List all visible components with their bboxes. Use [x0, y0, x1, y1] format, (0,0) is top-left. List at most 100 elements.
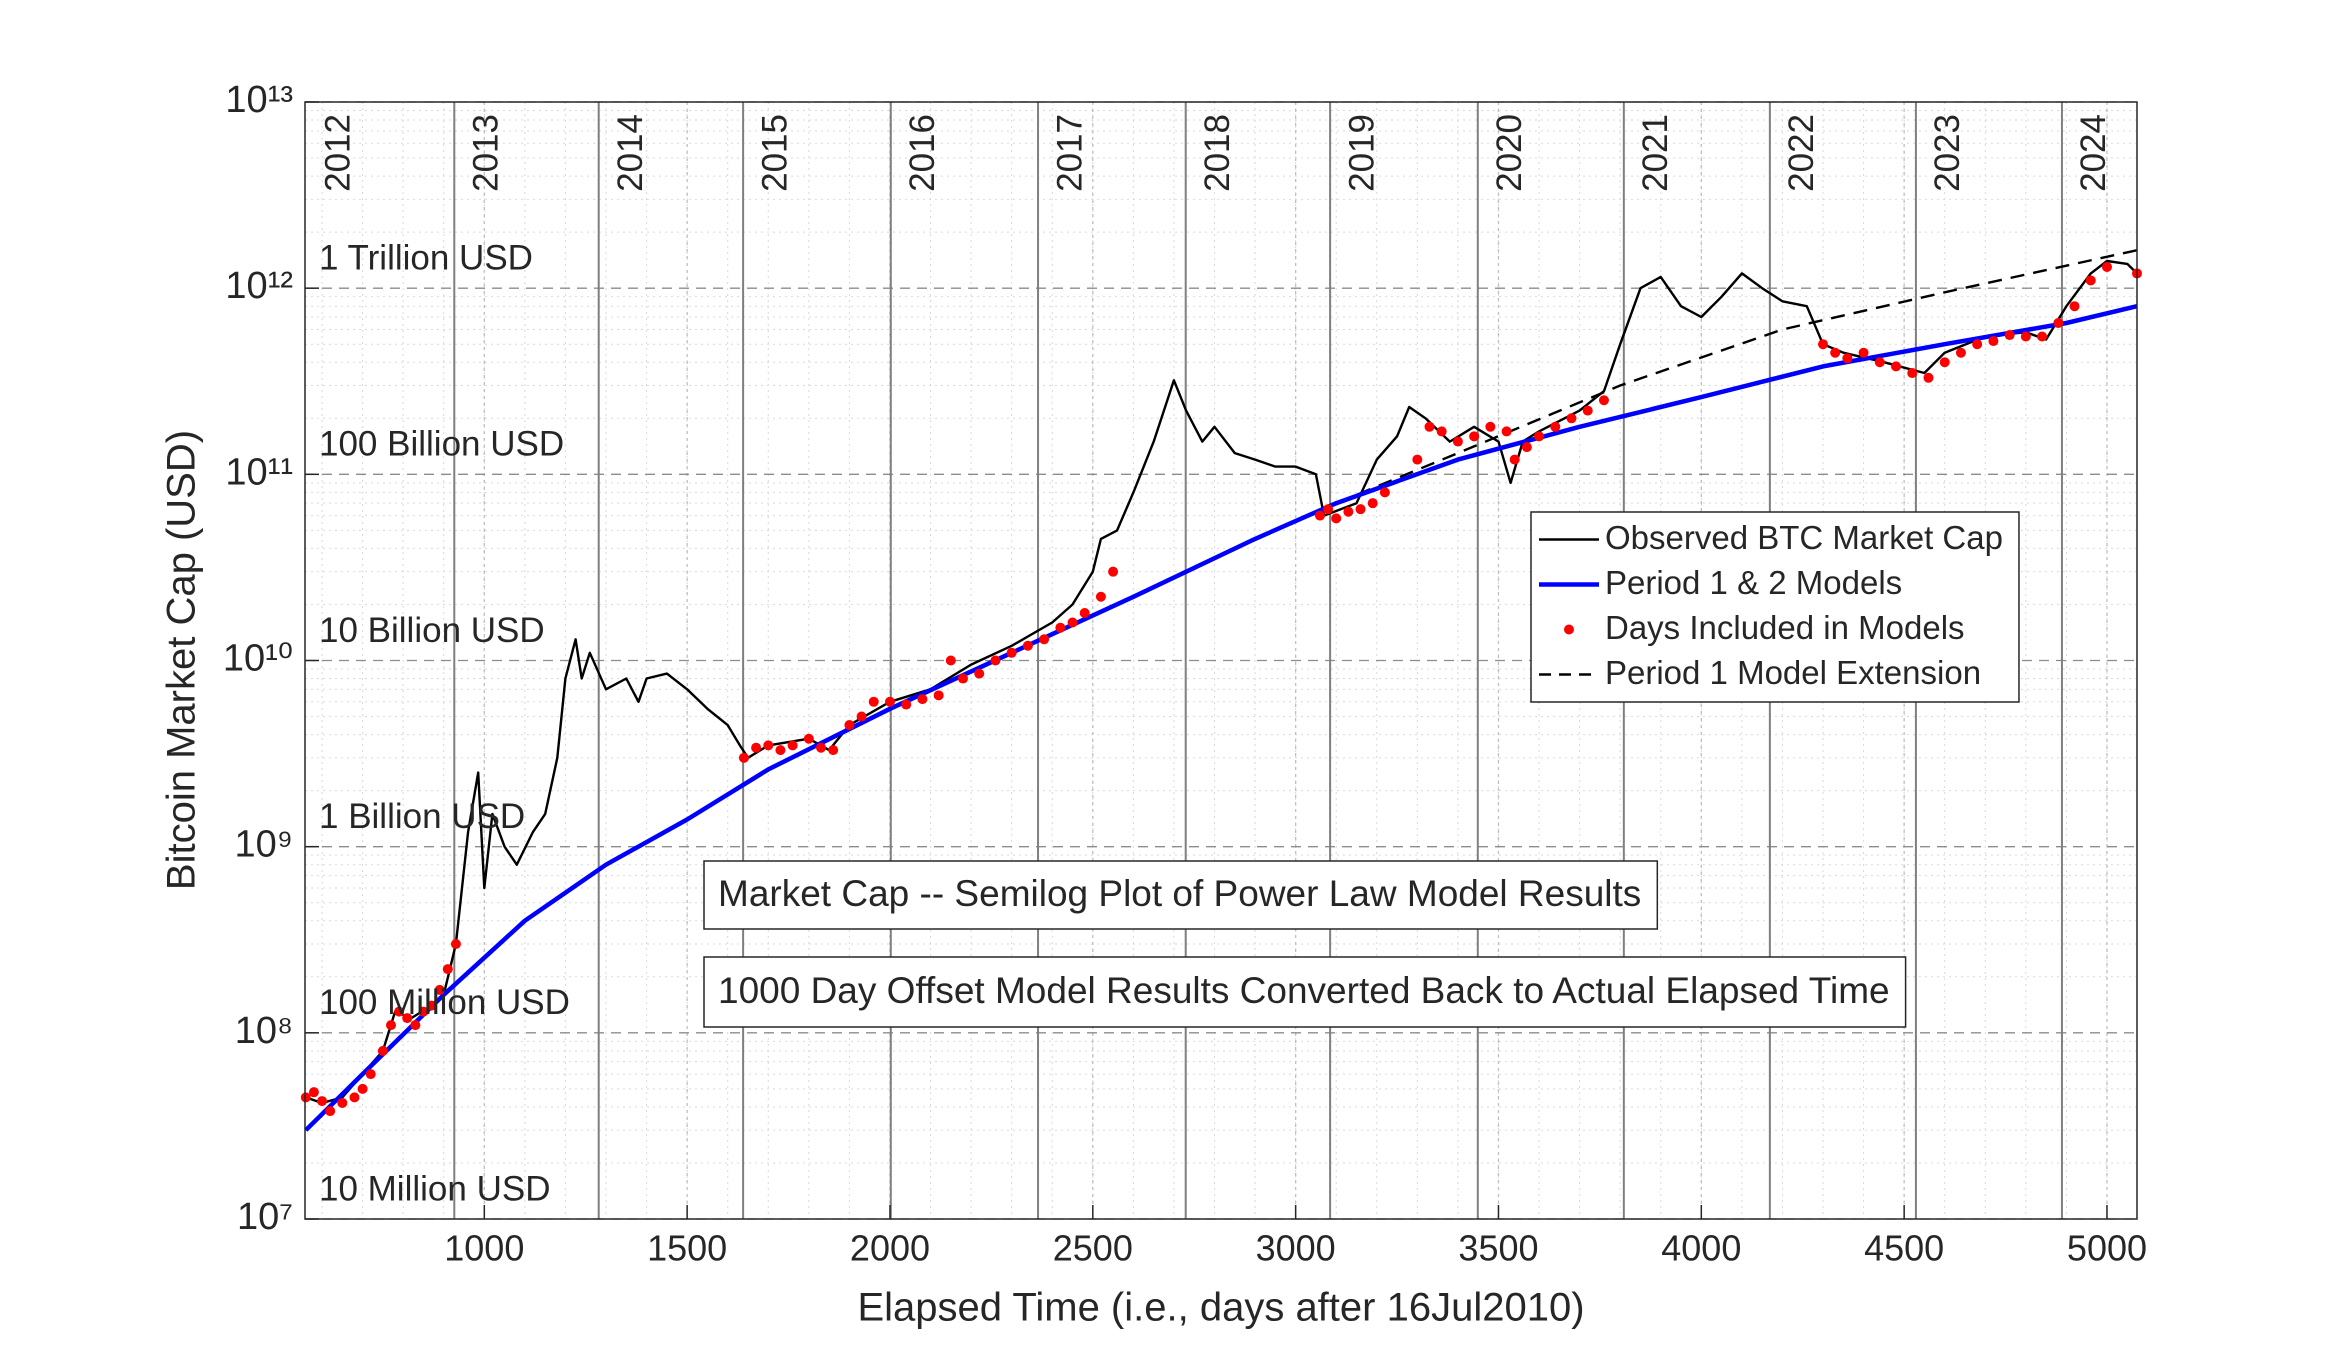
- point: [377, 1045, 388, 1056]
- year-label: 2014: [611, 114, 650, 192]
- point: [1988, 336, 1999, 347]
- point: [357, 1083, 368, 1094]
- point: [1095, 591, 1106, 602]
- grid-layer: [305, 101, 2137, 1220]
- point: [1412, 454, 1423, 465]
- legend-label: Period 1 & 2 Models: [1605, 564, 1902, 601]
- year-label: 2016: [903, 114, 942, 192]
- year-label: 2017: [1050, 114, 1089, 192]
- point: [1022, 640, 1033, 651]
- year-label: 2012: [318, 114, 357, 192]
- x-tick-label: 5000: [2067, 1228, 2147, 1269]
- point: [1424, 421, 1435, 432]
- point: [990, 655, 1001, 666]
- point: [2101, 261, 2112, 272]
- legend-label: Observed BTC Market Cap: [1605, 519, 2003, 556]
- point: [1067, 617, 1078, 628]
- x-tick-label: 4000: [1661, 1228, 1741, 1269]
- text-box-label: 1000 Day Offset Model Results Converted …: [718, 970, 1890, 1011]
- x-tick-label: 4500: [1864, 1228, 1944, 1269]
- point: [402, 1013, 413, 1024]
- line: [305, 259, 2138, 1105]
- point: [974, 668, 985, 679]
- text-box: [703, 860, 1659, 930]
- point: [308, 1087, 319, 1098]
- point: [418, 1006, 429, 1017]
- x-tick-label: 2000: [850, 1228, 930, 1269]
- point: [751, 742, 762, 753]
- point: [426, 1000, 437, 1011]
- year-label: 2013: [467, 114, 506, 192]
- y-tick-label: 10⁷: [237, 1196, 293, 1238]
- y-tick-label: 10⁹: [234, 824, 293, 866]
- text-box: [703, 956, 1907, 1028]
- point: [1566, 413, 1577, 424]
- y-axis-label: Bitcoin Market Cap (USD): [160, 430, 204, 890]
- point: [1842, 353, 1853, 364]
- point: [1355, 504, 1366, 515]
- point: [1006, 647, 1017, 658]
- point: [1108, 566, 1119, 577]
- x-tick-label: 1500: [647, 1228, 727, 1269]
- legend: Observed BTC Market Cap Period 1 & 2 Mode…: [1530, 511, 2020, 703]
- point: [901, 699, 912, 710]
- text-box-label: Market Cap -- Semilog Plot of Power Law …: [718, 873, 1641, 914]
- y-tick-label: 10¹⁰: [223, 638, 293, 680]
- point: [844, 720, 855, 731]
- point: [1534, 431, 1545, 442]
- year-label: 2015: [755, 114, 794, 192]
- line: [304, 304, 2138, 1132]
- year-label: 2020: [1490, 114, 1529, 192]
- point: [434, 984, 445, 995]
- year-label: 2024: [2074, 114, 2113, 192]
- point: [317, 1096, 328, 1107]
- axes-box: [304, 101, 2138, 1220]
- year-label: 2021: [1636, 114, 1675, 192]
- x-tick-label: 3500: [1458, 1228, 1538, 1269]
- point: [2085, 275, 2096, 286]
- point: [1955, 347, 1966, 358]
- x-tick-label: 1000: [444, 1228, 524, 1269]
- plot-layer: [300, 102, 2142, 1219]
- point: [1830, 347, 1841, 358]
- point: [1469, 431, 1480, 442]
- point: [337, 1097, 348, 1108]
- point: [763, 740, 774, 751]
- point: [1331, 513, 1342, 524]
- point: [2020, 331, 2031, 342]
- level-label: 10 Billion USD: [319, 611, 545, 650]
- y-tick-label: 10¹³: [225, 79, 293, 121]
- point: [775, 745, 786, 756]
- point: [945, 655, 956, 666]
- point: [1907, 368, 1918, 379]
- legend-label: Period 1 Model Extension: [1605, 654, 1981, 691]
- point: [1055, 622, 1066, 633]
- y-tick-label: 10¹²: [225, 265, 293, 307]
- point: [1379, 487, 1390, 498]
- legend-marker: [1564, 624, 1574, 635]
- point: [1485, 421, 1496, 432]
- level-label: 1 Trillion USD: [319, 238, 533, 277]
- level-label: 1 Billion USD: [319, 797, 525, 836]
- point: [1598, 395, 1609, 406]
- point: [1501, 426, 1512, 437]
- point: [1891, 361, 1902, 372]
- point: [325, 1106, 336, 1117]
- point: [1367, 498, 1378, 509]
- y-tick-label: 10⁸: [235, 1010, 293, 1052]
- level-label: 100 Billion USD: [319, 425, 564, 464]
- point: [787, 740, 798, 751]
- point: [1314, 510, 1325, 521]
- year-label: 2018: [1198, 114, 1237, 192]
- point: [2069, 301, 2080, 312]
- point: [1874, 357, 1885, 368]
- point: [884, 696, 895, 707]
- point: [816, 742, 827, 753]
- point: [917, 694, 928, 705]
- point: [349, 1092, 360, 1103]
- dashed-line: [1335, 249, 2138, 505]
- point: [1343, 506, 1354, 517]
- point: [803, 733, 814, 744]
- point: [410, 1020, 421, 1031]
- point: [1079, 607, 1090, 618]
